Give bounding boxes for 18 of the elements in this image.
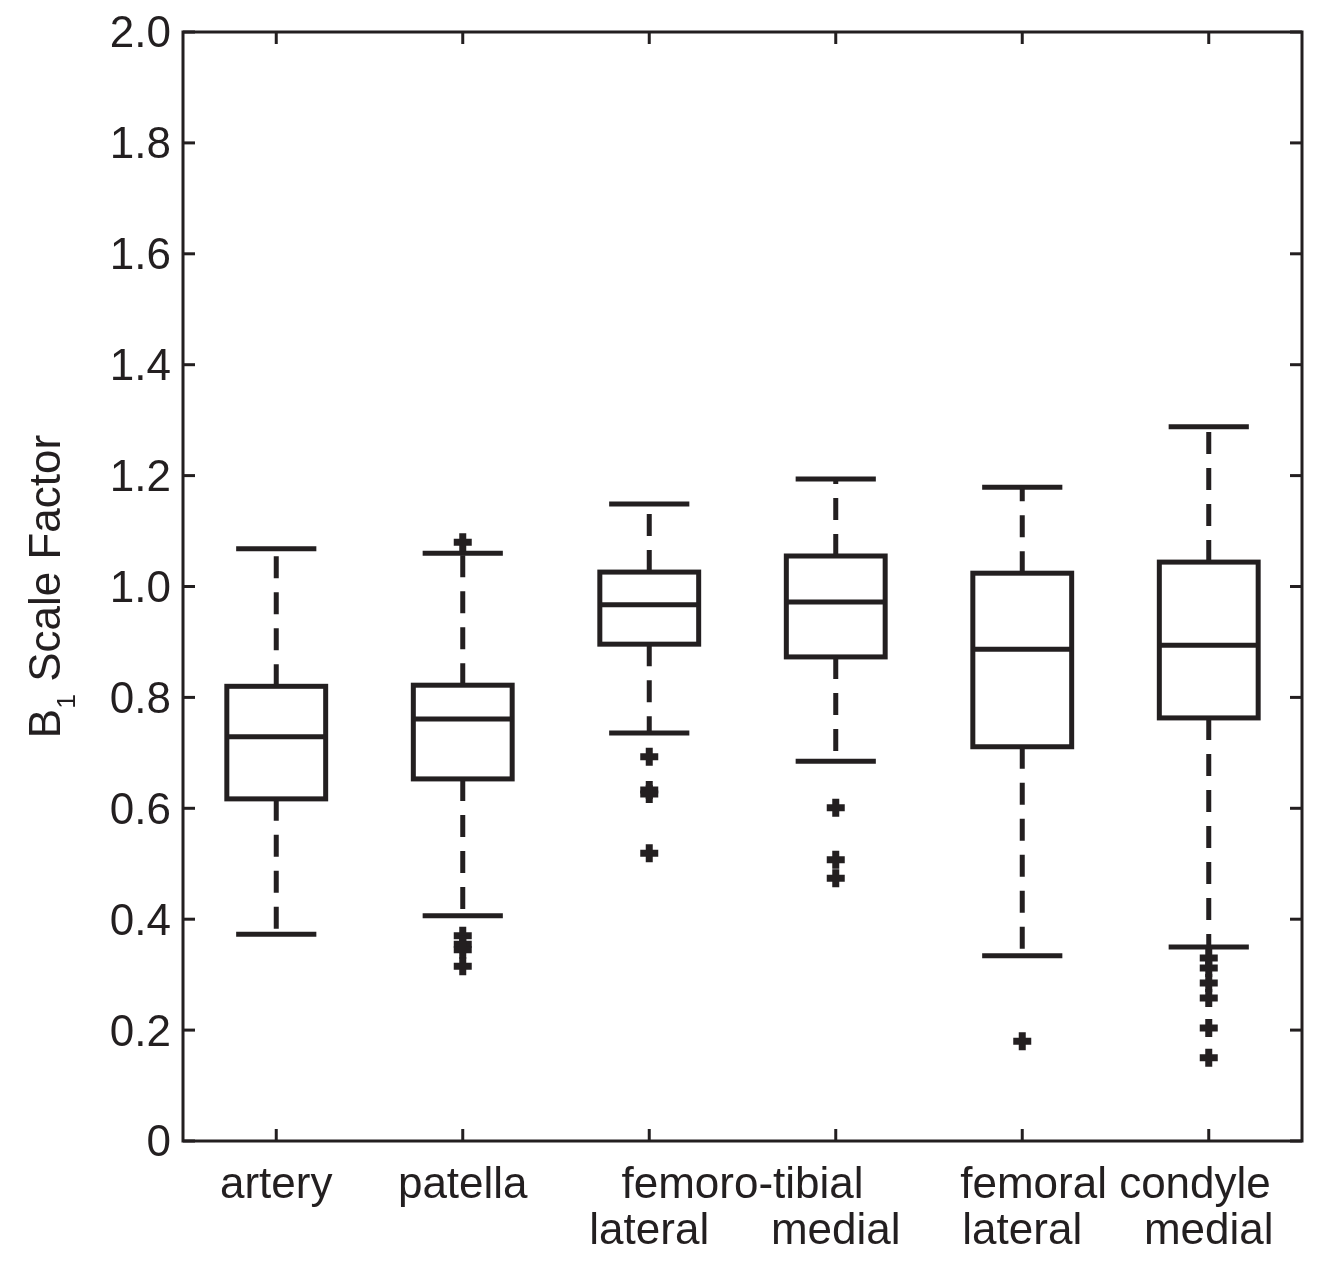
x-tick-label: artery — [220, 1158, 333, 1207]
x-tick-label: lateral — [589, 1204, 710, 1253]
y-tick-label: 1.6 — [109, 229, 171, 279]
x-tick-label: medial — [770, 1204, 901, 1253]
y-tick-label: 1.2 — [109, 451, 171, 500]
x-tick-label: patella — [397, 1158, 529, 1207]
text: femoro-tibial — [621, 1158, 864, 1207]
y-tick-label: 1.0 — [109, 561, 171, 611]
y-tick-label: 0 — [146, 1116, 171, 1166]
y-tick-label: 2.0 — [109, 7, 171, 57]
y-tick-label: 1.4 — [109, 340, 171, 390]
y-tick-label: 0.8 — [109, 672, 171, 722]
text: femoral condyle — [960, 1158, 1271, 1207]
x-tick-label: lateral — [962, 1204, 1083, 1253]
y-tick-label: 0.4 — [109, 894, 171, 944]
y-tick-label: 0.2 — [109, 1005, 171, 1055]
y-tick-label: 1.8 — [109, 118, 171, 168]
y-tick-label: 0.6 — [109, 783, 171, 833]
